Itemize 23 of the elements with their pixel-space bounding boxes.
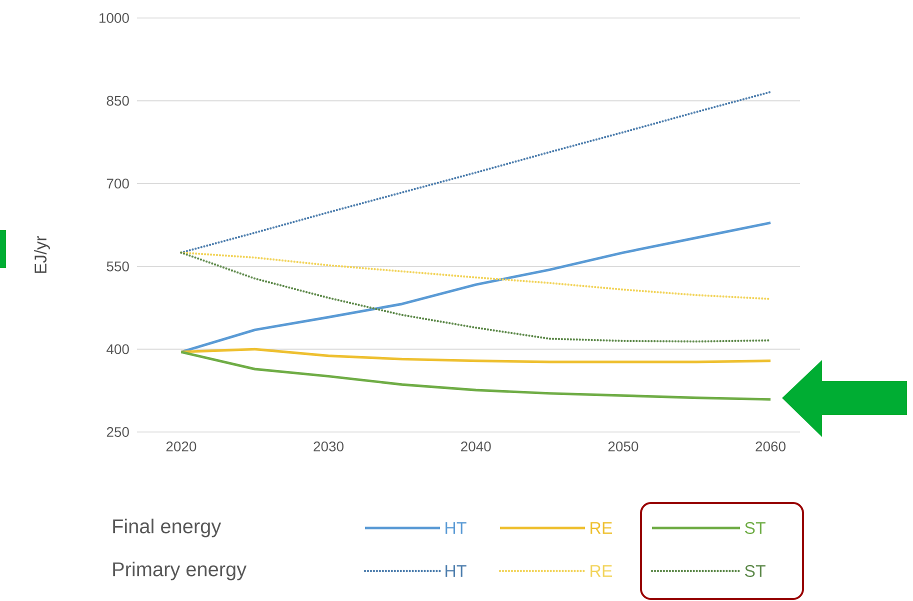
line-series: [180, 221, 772, 354]
text: Final energy: [113, 518, 222, 538]
legend-label: HT: [446, 522, 466, 534]
y-tick-label: 550: [106, 261, 129, 272]
text: RE: [590, 522, 612, 534]
y-axis-title: EJ/yr: [34, 236, 50, 273]
y-tick-label: 700: [106, 178, 129, 189]
y-tick-label: 400: [106, 344, 129, 354]
line-series: [180, 350, 772, 401]
x-tick-label: 2020: [166, 442, 196, 452]
y-tick-label: 1000: [100, 13, 129, 23]
text: ST: [744, 522, 766, 534]
text: ST: [744, 565, 766, 577]
y-tick-label: 850: [106, 96, 129, 106]
text: RE: [590, 565, 612, 577]
x-tick-label: 2030: [314, 442, 344, 452]
x-tick-label: 2060: [756, 442, 786, 452]
y-tick-label: 250: [106, 427, 129, 437]
x-tick-label: 2050: [608, 442, 638, 452]
x-tick-label: 2040: [461, 442, 491, 452]
text: Primary energy: [113, 562, 247, 580]
legend-label: HT: [446, 565, 466, 577]
line-series: [180, 252, 772, 343]
